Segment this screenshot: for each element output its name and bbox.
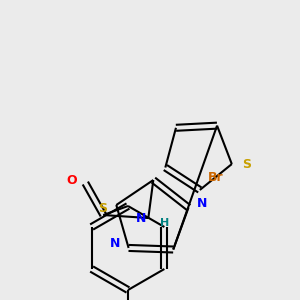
Text: H: H bbox=[160, 218, 170, 228]
Text: S: S bbox=[98, 202, 107, 214]
Text: N: N bbox=[136, 212, 146, 224]
Text: N: N bbox=[196, 197, 207, 210]
Text: Br: Br bbox=[208, 172, 224, 184]
Text: S: S bbox=[242, 158, 251, 171]
Text: O: O bbox=[67, 173, 77, 187]
Text: N: N bbox=[110, 237, 121, 250]
